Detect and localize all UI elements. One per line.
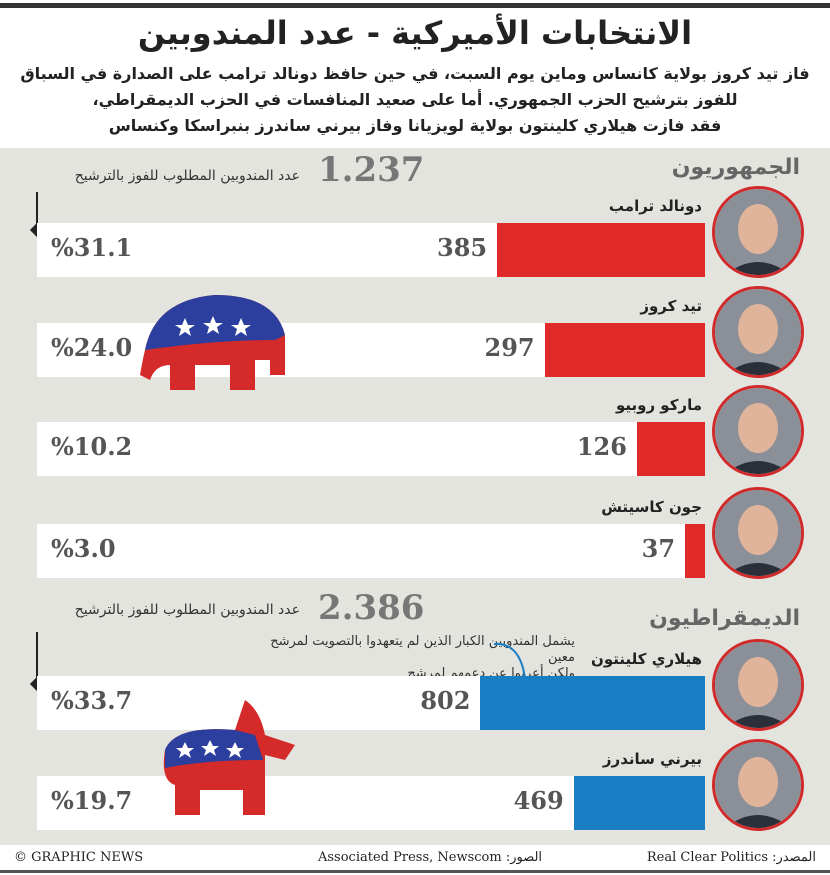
candidate-photo bbox=[712, 186, 804, 278]
bar-track: %10.2 126 bbox=[37, 422, 705, 476]
delegate-count: 297 bbox=[484, 333, 535, 362]
democrat-threshold: 2.386 bbox=[318, 588, 425, 628]
subtitle-text: فقد فازت هيلاري كلينتون بولاية لويزيانا … bbox=[108, 116, 722, 135]
candidate-name: تيد كروز bbox=[640, 297, 702, 315]
subtitle-line: فقد فازت هيلاري كلينتون بولاية لويزيانا … bbox=[0, 116, 830, 135]
photo-credit: الصور: Associated Press, Newscom bbox=[318, 850, 543, 865]
candidate-name: ماركو روبيو bbox=[615, 396, 702, 414]
republican-threshold: 1.237 bbox=[318, 150, 425, 190]
donkey-icon bbox=[163, 700, 295, 815]
note-line: يشمل المندوبين الكبار الذين لم يتعهدوا ب… bbox=[270, 634, 575, 665]
top-rule bbox=[0, 3, 830, 8]
bar-track: %31.1 385 bbox=[37, 223, 705, 277]
bar bbox=[636, 422, 705, 476]
bar-track: %33.7 802 bbox=[37, 676, 705, 730]
candidate-name: هيلاري كلينتون bbox=[591, 650, 702, 668]
candidate-photo bbox=[712, 286, 804, 378]
bar-track: %3.0 37 bbox=[37, 524, 705, 578]
subtitle-line: فاز تيد كروز بولاية كانساس وماين يوم الس… bbox=[0, 64, 830, 83]
bar bbox=[544, 323, 705, 377]
candidate-photo bbox=[712, 739, 804, 831]
elephant-icon bbox=[140, 295, 285, 390]
republicans-heading: الجمهوريون bbox=[671, 155, 800, 180]
copyright: © GRAPHIC NEWS bbox=[14, 850, 144, 865]
delegate-count: 469 bbox=[513, 786, 564, 815]
democrats-heading: الديمقراطيون bbox=[649, 606, 800, 631]
percent-label: %24.0 bbox=[51, 333, 133, 362]
threshold-marker bbox=[36, 632, 38, 684]
bottom-rule bbox=[0, 870, 830, 873]
bar bbox=[685, 524, 705, 578]
subtitle-text: للفوز بترشيح الحزب الجمهوري. أما على صعي… bbox=[92, 90, 738, 109]
bar-track: %19.7 469 bbox=[37, 776, 705, 830]
threshold-marker bbox=[36, 192, 38, 230]
source-credit: المصدر: Real Clear Politics bbox=[646, 850, 816, 865]
candidate-photo bbox=[712, 385, 804, 477]
percent-label: %33.7 bbox=[51, 686, 133, 715]
candidate-photo bbox=[712, 487, 804, 579]
candidate-photo bbox=[712, 639, 804, 731]
percent-label: %31.1 bbox=[51, 233, 133, 262]
bar bbox=[480, 676, 705, 730]
percent-label: %3.0 bbox=[51, 534, 116, 563]
subtitle-text: فاز تيد كروز بولاية كانساس وماين يوم الس… bbox=[20, 64, 810, 83]
bar bbox=[497, 223, 705, 277]
democrat-threshold-text: عدد المندوبين المطلوب للفوز بالترشيح bbox=[74, 602, 300, 618]
subtitle-line: للفوز بترشيح الحزب الجمهوري. أما على صعي… bbox=[0, 90, 830, 109]
bar bbox=[573, 776, 705, 830]
candidate-name: دونالد ترامب bbox=[608, 197, 702, 215]
candidate-name: بيرني ساندرز bbox=[602, 750, 702, 768]
percent-label: %10.2 bbox=[51, 432, 133, 461]
candidate-name: جون كاسيتش bbox=[601, 498, 702, 516]
republican-threshold-text: عدد المندوبين المطلوب للفوز بالترشيح bbox=[74, 168, 300, 184]
delegate-count: 37 bbox=[641, 534, 676, 563]
delegate-count: 385 bbox=[437, 233, 488, 262]
delegate-count: 126 bbox=[576, 432, 627, 461]
page-title: الانتخابات الأميركية - عدد المندوبين bbox=[137, 14, 693, 52]
bar-track: %24.0 297 bbox=[37, 323, 705, 377]
percent-label: %19.7 bbox=[51, 786, 133, 815]
delegate-count: 802 bbox=[420, 686, 471, 715]
